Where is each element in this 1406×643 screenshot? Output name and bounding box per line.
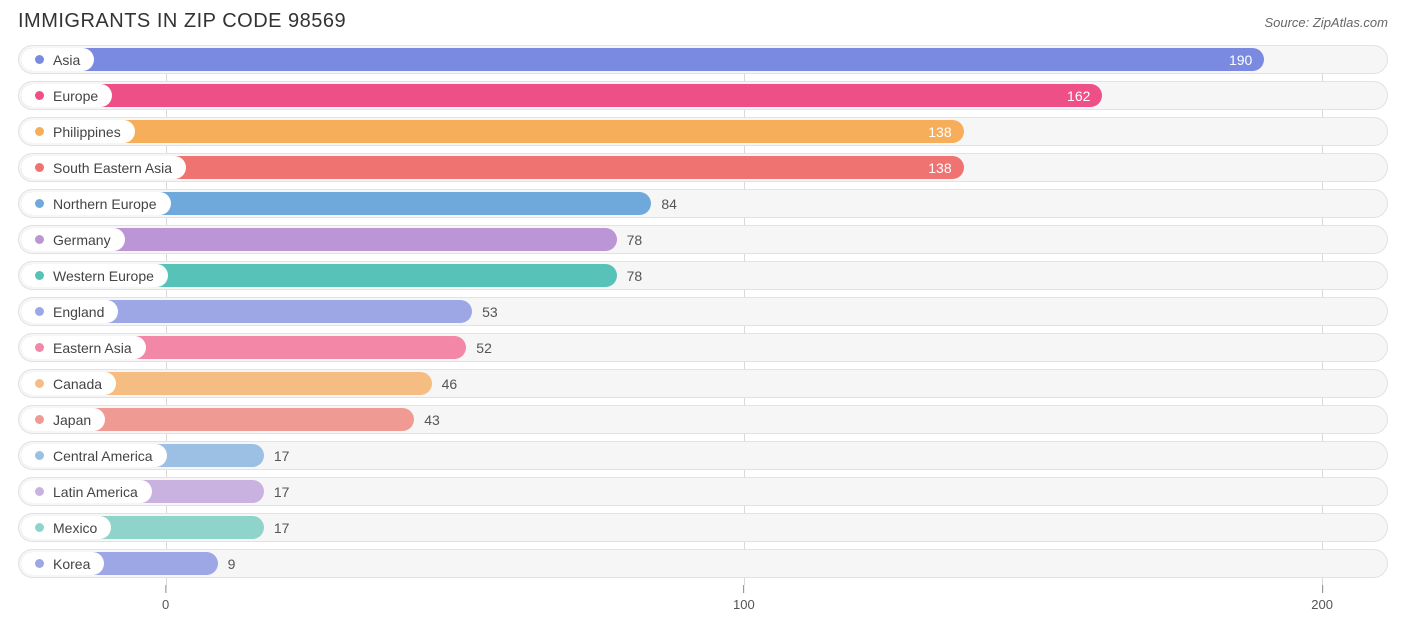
bar-row: Western Europe 78 [18, 261, 1388, 290]
category-dot-icon [35, 559, 44, 568]
bar-row: England 53 [18, 297, 1388, 326]
bar-value: 138 [928, 160, 951, 176]
category-label: Western Europe [53, 268, 154, 284]
bar-value: 43 [424, 412, 440, 428]
bar-track [18, 549, 1388, 578]
category-dot-icon [35, 91, 44, 100]
category-pill: Northern Europe [21, 192, 171, 215]
bar-row: Japan 43 [18, 405, 1388, 434]
bar-row: Germany 78 [18, 225, 1388, 254]
category-pill: Asia [21, 48, 94, 71]
category-pill: Europe [21, 84, 112, 107]
bar-row: Northern Europe 84 [18, 189, 1388, 218]
bar-row: 138 South Eastern Asia [18, 153, 1388, 182]
category-label: Japan [53, 412, 91, 428]
bar-value: 17 [274, 520, 290, 536]
chart-area: 190 Asia 162 Europe 138 Philippines 138 South E… [18, 45, 1388, 615]
category-dot-icon [35, 415, 44, 424]
category-pill: Latin America [21, 480, 152, 503]
category-pill: Central America [21, 444, 167, 467]
bar-fill: 190 [21, 48, 1264, 71]
source-name: ZipAtlas.com [1313, 15, 1388, 30]
category-pill: Eastern Asia [21, 336, 146, 359]
category-dot-icon [35, 55, 44, 64]
category-dot-icon [35, 199, 44, 208]
bar-row: Eastern Asia 52 [18, 333, 1388, 362]
category-pill: South Eastern Asia [21, 156, 186, 179]
category-label: Mexico [53, 520, 97, 536]
category-label: Korea [53, 556, 90, 572]
category-pill: Japan [21, 408, 105, 431]
bar-value: 17 [274, 484, 290, 500]
chart-source: Source: ZipAtlas.com [1264, 15, 1388, 30]
category-label: Central America [53, 448, 153, 464]
bar-value: 17 [274, 448, 290, 464]
bar-value: 190 [1229, 52, 1252, 68]
category-dot-icon [35, 523, 44, 532]
bar-row: 162 Europe [18, 81, 1388, 110]
bar-row: 138 Philippines [18, 117, 1388, 146]
category-label: Germany [53, 232, 111, 248]
category-dot-icon [35, 127, 44, 136]
category-pill: Germany [21, 228, 125, 251]
category-pill: England [21, 300, 118, 323]
source-prefix: Source: [1264, 15, 1312, 30]
bar-value: 9 [228, 556, 236, 572]
category-dot-icon [35, 235, 44, 244]
bar-value: 138 [928, 124, 951, 140]
bar-value: 78 [627, 268, 643, 284]
category-pill: Western Europe [21, 264, 168, 287]
bar-value: 84 [661, 196, 677, 212]
tick-line [165, 585, 166, 593]
bar-row: Canada 46 [18, 369, 1388, 398]
category-label: Latin America [53, 484, 138, 500]
bar-value: 46 [442, 376, 458, 392]
bar-fill: 138 [21, 120, 964, 143]
category-label: Canada [53, 376, 102, 392]
category-dot-icon [35, 343, 44, 352]
bar-value: 162 [1067, 88, 1090, 104]
tick-label: 100 [733, 597, 755, 612]
category-dot-icon [35, 163, 44, 172]
tick-label: 0 [162, 597, 169, 612]
bar-fill: 162 [21, 84, 1102, 107]
x-axis: 0 100 200 [18, 585, 1388, 615]
category-label: Eastern Asia [53, 340, 132, 356]
axis-tick: 0 [162, 585, 169, 612]
bar-value: 78 [627, 232, 643, 248]
tick-line [743, 585, 744, 593]
category-label: England [53, 304, 104, 320]
category-dot-icon [35, 379, 44, 388]
chart-bars: 190 Asia 162 Europe 138 Philippines 138 South E… [18, 45, 1388, 578]
category-dot-icon [35, 451, 44, 460]
axis-tick: 100 [733, 585, 755, 612]
category-label: Philippines [53, 124, 121, 140]
category-pill: Korea [21, 552, 104, 575]
bar-value: 52 [476, 340, 492, 356]
category-pill: Philippines [21, 120, 135, 143]
bar-row: Mexico 17 [18, 513, 1388, 542]
bar-row: 190 Asia [18, 45, 1388, 74]
bar-row: Central America 17 [18, 441, 1388, 470]
category-dot-icon [35, 307, 44, 316]
bar-row: Korea 9 [18, 549, 1388, 578]
category-dot-icon [35, 271, 44, 280]
category-label: Europe [53, 88, 98, 104]
category-pill: Mexico [21, 516, 111, 539]
chart-title: IMMIGRANTS IN ZIP CODE 98569 [18, 10, 346, 33]
chart-header: IMMIGRANTS IN ZIP CODE 98569 Source: Zip… [18, 10, 1388, 33]
axis-tick: 200 [1311, 585, 1333, 612]
bar-row: Latin America 17 [18, 477, 1388, 506]
category-dot-icon [35, 487, 44, 496]
category-label: Northern Europe [53, 196, 157, 212]
tick-label: 200 [1311, 597, 1333, 612]
bar-value: 53 [482, 304, 498, 320]
category-pill: Canada [21, 372, 116, 395]
tick-line [1322, 585, 1323, 593]
category-label: South Eastern Asia [53, 160, 172, 176]
category-label: Asia [53, 52, 80, 68]
